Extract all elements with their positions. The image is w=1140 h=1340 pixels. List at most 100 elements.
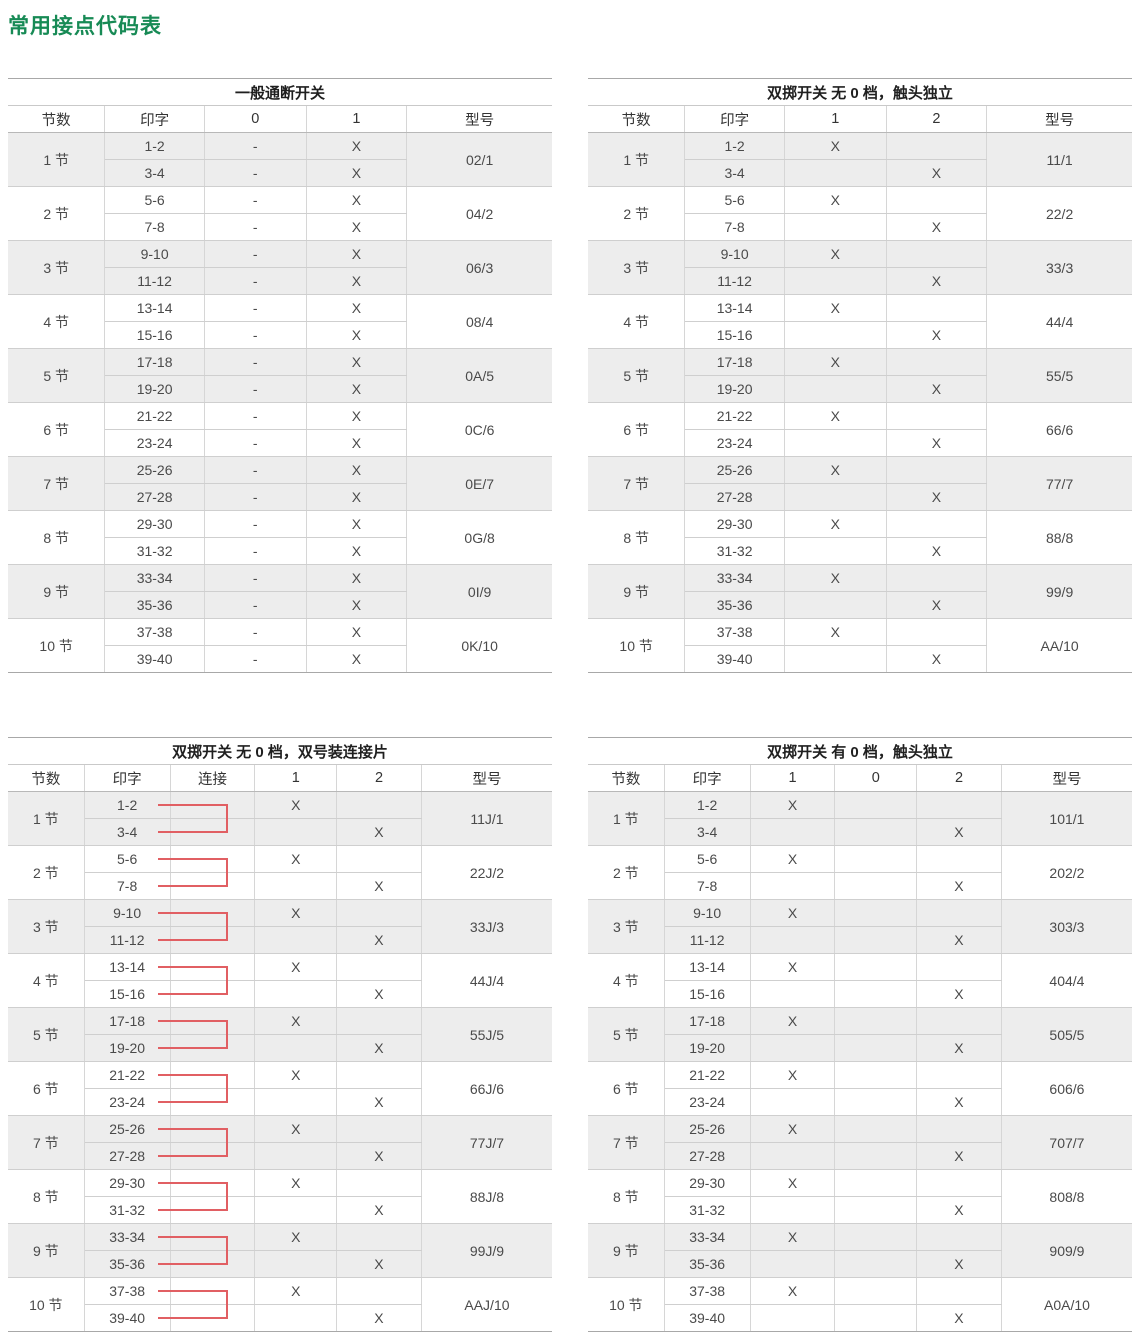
mark-cell: [885, 240, 988, 268]
mark-cell: -: [203, 213, 307, 241]
connector-cell: [157, 1223, 256, 1251]
mark-cell: [916, 1223, 1002, 1251]
mark-cell: [834, 1088, 918, 1116]
print-label-cell: 7-8: [663, 872, 751, 900]
connector-cell: [157, 1007, 256, 1035]
connector-stem: [226, 980, 229, 994]
sections-count-cell: 10 节: [7, 1277, 85, 1332]
model-cell: 0G/8: [406, 510, 553, 565]
column-header: 型号: [420, 764, 553, 792]
mark-cell: -: [203, 132, 307, 160]
column-header: 型号: [406, 105, 553, 133]
print-label-cell: 1-2: [104, 132, 205, 160]
model-cell: 88J/8: [420, 1169, 553, 1224]
mark-cell: [834, 1061, 918, 1089]
connector-line: [157, 804, 229, 806]
table-row: 19-20- X: [8, 375, 552, 403]
mark-cell: [834, 1196, 918, 1224]
sections-count-cell: 10 节: [587, 1277, 665, 1332]
connector-cell: [157, 980, 256, 1008]
connector-cell: [157, 845, 256, 873]
mark-cell: [834, 1169, 918, 1197]
mark-cell: X: [305, 213, 408, 241]
print-label-cell: 31-32: [684, 537, 785, 565]
mark-cell: X: [885, 591, 988, 619]
table-row: 39-40 X: [8, 1304, 552, 1332]
sections-count-cell: 1 节: [587, 791, 665, 846]
table-row: 2 节 5-6- X 04/2: [7, 186, 553, 241]
table-row: 1 节 1-2- X 02/1: [7, 132, 553, 187]
mark-cell: X: [305, 375, 408, 403]
table-row: 10 节 37-38 X AA/10: [587, 618, 1133, 673]
tables-grid: 一般通断开关 节数 印字 0 1 型号 1 节 1-2- X 02/1 3-4- X 2 节 5-6- X 0…: [7, 78, 1133, 1332]
mark-cell: [749, 1304, 836, 1332]
mark-cell: X: [305, 645, 408, 673]
sections-count-cell: 3 节: [7, 899, 85, 954]
print-label-cell: 39-40: [83, 1304, 171, 1332]
mark-cell: X: [885, 429, 988, 457]
mark-cell: [749, 818, 836, 846]
connector-cell: [157, 1169, 256, 1197]
mark-cell: [834, 818, 918, 846]
model-cell: 202/2: [1000, 845, 1133, 900]
mark-cell: X: [749, 1223, 836, 1251]
table-row: 9 节 33-34 X 99J/9: [7, 1223, 553, 1278]
print-label-cell: 25-26: [83, 1115, 171, 1143]
connector-stem: [226, 1290, 229, 1305]
mark-cell: -: [203, 618, 307, 646]
column-header: 型号: [986, 105, 1133, 133]
print-label-cell: 11-12: [663, 926, 751, 954]
print-label-cell: 17-18: [83, 1007, 171, 1035]
connector-line: [157, 1209, 229, 1211]
column-header: 2: [336, 764, 422, 792]
connector-line: [157, 993, 229, 995]
sections-count-cell: 9 节: [587, 1223, 665, 1278]
mark-cell: [336, 1007, 422, 1035]
mark-cell: X: [254, 1115, 338, 1143]
column-header: 印字: [684, 105, 785, 133]
model-cell: 99/9: [986, 564, 1133, 619]
print-label-cell: 19-20: [83, 1034, 171, 1062]
mark-cell: [254, 1142, 338, 1170]
connector-stem: [226, 926, 229, 940]
column-header: 2: [916, 764, 1002, 792]
mark-cell: X: [336, 980, 422, 1008]
mark-cell: X: [336, 1196, 422, 1224]
mark-cell: X: [305, 483, 408, 511]
mark-cell: [783, 483, 887, 511]
table-row: 8 节 29-30 X 808/8: [587, 1169, 1133, 1224]
table-row: 10 节 37-38 X A0A/10: [587, 1277, 1133, 1332]
connector-line: [157, 1074, 229, 1076]
mark-cell: [336, 1223, 422, 1251]
table-row: 3 节 9-10 X 33J/3: [7, 899, 553, 954]
model-cell: 11/1: [986, 132, 1133, 187]
connector-cell: [157, 899, 256, 927]
mark-cell: [885, 186, 988, 214]
print-label-cell: 35-36: [83, 1250, 171, 1278]
print-label-cell: 13-14: [83, 953, 171, 981]
print-label-cell: 27-28: [104, 483, 205, 511]
print-label-cell: 5-6: [83, 845, 171, 873]
table-title: 双掷开关 有 0 档，触头独立: [587, 737, 1133, 765]
mark-cell: X: [254, 953, 338, 981]
mark-cell: [749, 1034, 836, 1062]
print-label-cell: 9-10: [104, 240, 205, 268]
model-cell: AAJ/10: [420, 1277, 553, 1332]
column-header: 1: [254, 764, 338, 792]
table-row: 11-12 X: [588, 267, 1132, 295]
connector-cell: [157, 1061, 256, 1089]
print-label-cell: 21-22: [684, 402, 785, 430]
connector-cell: [157, 1304, 256, 1332]
model-cell: 02/1: [406, 132, 553, 187]
table-row: 10 节 37-38- X 0K/10: [7, 618, 553, 673]
mark-cell: [783, 267, 887, 295]
table-title: 一般通断开关: [7, 78, 553, 106]
mark-cell: X: [885, 213, 988, 241]
table-row: 5 节 17-18 X 55/5: [587, 348, 1133, 403]
connector-line: [157, 1101, 229, 1103]
mark-cell: X: [885, 645, 988, 673]
model-cell: 55/5: [986, 348, 1133, 403]
connector-stem: [226, 1142, 229, 1156]
table-row: 6 节 21-22- X 0C/6: [7, 402, 553, 457]
table-row: 15-16- X: [8, 321, 552, 349]
